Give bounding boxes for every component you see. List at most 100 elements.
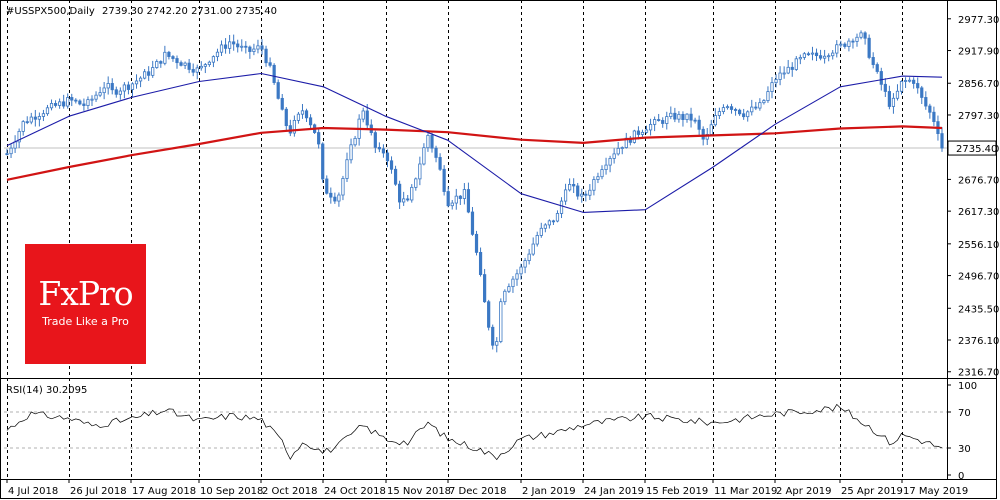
candle-body <box>29 116 33 123</box>
candle-body <box>669 112 673 117</box>
candle-body <box>17 130 21 143</box>
candle-body <box>705 134 709 140</box>
candle-body <box>547 220 551 226</box>
candle-body <box>515 273 519 280</box>
candle-body <box>916 83 920 89</box>
candle-body <box>580 193 584 197</box>
candle-body <box>402 198 406 203</box>
candle-body <box>373 132 377 148</box>
candle-body <box>45 107 50 115</box>
time-tick-label: 10 Sep 2018 <box>200 486 263 497</box>
candle-body <box>341 178 345 196</box>
candle-body <box>818 55 823 59</box>
candle-body <box>248 46 252 52</box>
candle-body <box>268 62 272 66</box>
candle-body <box>750 106 754 113</box>
candle-body <box>855 36 859 42</box>
time-tick-label: 7 Dec 2018 <box>449 486 507 497</box>
candle-body <box>535 235 539 245</box>
candle-body <box>304 110 309 119</box>
candle-body <box>199 65 203 69</box>
candle-body <box>470 211 475 235</box>
candle-body <box>754 106 758 109</box>
candle-body <box>592 179 596 191</box>
candle-body <box>778 72 782 80</box>
candle-body <box>523 260 527 268</box>
candle-body <box>418 163 422 180</box>
candle-body <box>681 113 685 120</box>
candle-body <box>871 57 875 65</box>
time-tick-label: 17 May 2019 <box>903 486 968 497</box>
candle-body <box>507 286 511 292</box>
candle-body <box>596 176 600 180</box>
candle-body <box>831 52 835 57</box>
candle-body <box>483 274 487 303</box>
candle-body <box>325 178 329 194</box>
candle-body <box>653 119 657 125</box>
candle-body <box>134 80 139 85</box>
candle-body <box>701 128 705 140</box>
candle-body <box>58 101 62 106</box>
rsi-line <box>6 403 943 461</box>
candle-body <box>264 48 268 64</box>
candle-body <box>82 103 86 106</box>
candle-body <box>511 278 515 288</box>
time-tick-label: 4 Jul 2018 <box>8 486 58 497</box>
candle-body <box>337 194 341 202</box>
candle-body <box>385 152 390 162</box>
candle-body <box>709 124 713 135</box>
candle-body <box>851 40 855 43</box>
candle-body <box>175 58 179 64</box>
candle-body <box>450 202 454 207</box>
candle-body <box>143 71 147 79</box>
candle-body <box>847 40 851 47</box>
candle-body <box>466 189 471 213</box>
candle-body <box>138 77 143 82</box>
time-tick-label: 17 Aug 2018 <box>132 486 196 497</box>
candle-body <box>365 110 369 126</box>
candle-body <box>823 55 827 59</box>
candle-body <box>25 121 29 124</box>
candle-body <box>644 129 649 133</box>
candle-body <box>321 143 325 180</box>
candle-body <box>940 133 944 149</box>
candle-body <box>572 184 576 187</box>
candle-body <box>843 43 847 47</box>
candle-body <box>37 116 41 120</box>
candle-body <box>389 160 394 170</box>
candle-body <box>426 134 430 149</box>
time-tick-label: 2 Jan 2019 <box>522 486 576 497</box>
candle-body <box>454 195 458 204</box>
candle-body <box>665 116 669 124</box>
candle-body <box>908 79 912 82</box>
candle-body <box>183 62 187 66</box>
current-price-label: 2735.40 <box>956 144 997 155</box>
candle-body <box>600 169 604 178</box>
candle-body <box>794 58 798 70</box>
candle-body <box>171 56 175 59</box>
candle-body <box>912 79 916 84</box>
candle-body <box>122 84 126 92</box>
time-tick-label: 25 Apr 2019 <box>841 486 903 497</box>
candle-body <box>725 106 730 109</box>
time-tick-label: 2 Apr 2019 <box>776 486 831 497</box>
candle-body <box>588 189 592 196</box>
candle-body <box>126 84 131 90</box>
chart-ohlc: 2739.30 2742.20 2731.00 2735.40 <box>102 6 277 17</box>
candle-body <box>932 111 936 123</box>
candle-body <box>430 134 434 149</box>
candle-body <box>98 92 102 96</box>
candle-body <box>733 109 738 111</box>
candle-body <box>661 120 665 124</box>
candle-body <box>393 168 398 185</box>
time-tick-label: 24 Jan 2019 <box>584 486 644 497</box>
candle-body <box>827 55 831 58</box>
candle-body <box>228 41 232 49</box>
candle-body <box>130 83 135 90</box>
candle-body <box>879 71 883 85</box>
ma-slow-line <box>6 125 943 181</box>
price-tick-label: 2556.10 <box>958 240 999 251</box>
